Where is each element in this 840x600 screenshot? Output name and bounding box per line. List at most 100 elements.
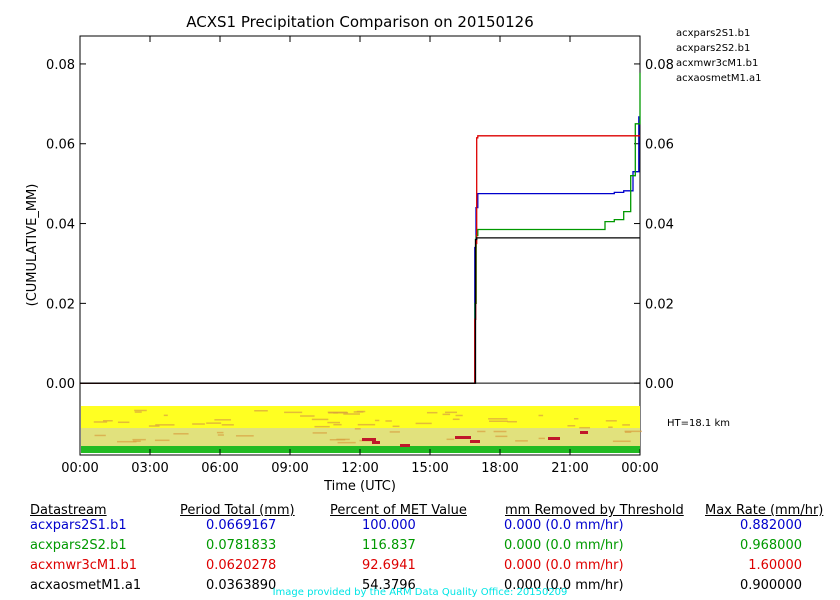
table-cell-removed: 0.000 (0.0 mm/hr)	[504, 518, 624, 533]
strip-speck	[300, 415, 315, 417]
strip-speck	[567, 425, 576, 427]
legend-item: acxpars2S2.b1	[676, 43, 750, 54]
y-tick-label: 0.08	[46, 58, 75, 73]
strip-speck	[446, 438, 455, 441]
table-cell-removed: 0.000 (0.0 mm/hr)	[504, 578, 624, 593]
table-cell-name: acxpars2S2.b1	[30, 538, 127, 553]
y-axis-label: (CUMULATIVE_MM)	[25, 184, 40, 307]
strip-echo	[400, 444, 410, 447]
strip-speck	[214, 419, 232, 421]
strip-speck	[488, 420, 508, 422]
y-tick-label: 0.02	[46, 297, 75, 312]
table-cell-removed: 0.000 (0.0 mm/hr)	[504, 538, 624, 553]
plot-frame	[79, 35, 641, 456]
strip-speck	[254, 410, 268, 412]
strip-speck	[206, 422, 222, 424]
table-cell-percent: 92.6941	[362, 558, 416, 573]
strip-speck	[311, 418, 329, 421]
strip-speck	[445, 411, 457, 414]
table-cell-max: 0.968000	[739, 538, 802, 553]
y-tick-label-right: 0.04	[645, 218, 674, 233]
legend: acxpars2S1.b1 acxpars2S2.b1 acxmwr3cM1.b1 a…	[676, 28, 761, 84]
strip-speck	[374, 419, 380, 422]
x-tick-label: 00:00	[621, 461, 658, 476]
table-header: mm Removed by Threshold	[505, 503, 684, 518]
series-line-acxpars2S2.b1	[80, 72, 641, 384]
strip-speck	[515, 440, 528, 442]
table-cell-total: 0.0669167	[206, 518, 277, 533]
strip-speck	[284, 411, 303, 414]
y-tick-label: 0.06	[46, 138, 75, 153]
strip-speck	[327, 411, 348, 414]
table-cell-max: 0.900000	[739, 578, 802, 593]
strip-speck	[385, 420, 392, 422]
strip-speck	[117, 421, 130, 424]
table-cell-name: acxpars2S1.b1	[30, 518, 127, 533]
strip-speck	[608, 426, 613, 428]
x-tick-label: 06:00	[201, 461, 238, 476]
table-cell-percent: 116.837	[362, 538, 416, 553]
table-cell-percent: 100.000	[362, 518, 416, 533]
table-header: Percent of MET Value	[330, 503, 467, 518]
strip-speck	[148, 425, 160, 427]
strip-speck	[134, 411, 142, 413]
legend-item: acxmwr3cM1.b1	[676, 58, 758, 69]
height-annotation: HT=18.1 km	[667, 418, 730, 429]
strip-speck	[314, 425, 330, 428]
series-lines	[80, 72, 641, 384]
strip-speck	[192, 423, 205, 425]
x-tick-label: 09:00	[271, 461, 308, 476]
strip-speck	[134, 409, 147, 412]
strip-speck	[154, 439, 170, 442]
strip-speck	[477, 430, 486, 433]
table-cell-name: acxmwr3cM1.b1	[30, 558, 138, 573]
strip-speck	[94, 434, 106, 437]
strip-speck	[343, 413, 360, 415]
strip-speck	[452, 418, 460, 421]
x-tick-label: 03:00	[131, 461, 168, 476]
x-axis-label: Time (UTC)	[323, 479, 396, 494]
table-header: Max Rate (mm/hr)	[705, 503, 824, 518]
strip-speck	[624, 430, 642, 433]
strip-speck	[624, 431, 632, 433]
table-cell-max: 1.60000	[748, 558, 802, 573]
strip-speck	[133, 440, 141, 442]
y-tick-label-right: 0.06	[645, 138, 674, 153]
strip-speck	[605, 420, 617, 422]
table-header: Period Total (mm)	[180, 503, 295, 518]
strip-speck	[353, 411, 364, 413]
y-tick-label: 0.00	[46, 377, 75, 392]
strip-speck	[415, 422, 432, 425]
strip-speck	[173, 433, 189, 435]
legend-item: acxaosmetM1.a1	[676, 73, 761, 84]
table-cell-name: acxaosmetM1.a1	[30, 578, 142, 593]
strip-speck	[93, 421, 108, 423]
legend-item: acxpars2S1.b1	[676, 28, 750, 39]
strip-echo	[455, 436, 471, 439]
x-tick-label: 21:00	[551, 461, 588, 476]
x-tick-label: 00:00	[61, 461, 98, 476]
credit-text: Image provided by the ARM Data Quality O…	[272, 587, 568, 598]
strip-speck	[493, 430, 507, 433]
strip-speck	[507, 420, 517, 423]
strip-speck	[392, 425, 400, 428]
strip-speck	[426, 411, 438, 414]
strip-speck	[573, 417, 579, 420]
strip-speck	[538, 437, 545, 440]
strip-speck	[455, 414, 463, 417]
y-tick-label-right: 0.00	[645, 377, 674, 392]
strip-speck	[221, 424, 234, 426]
table-cell-percent: 54.3796	[362, 578, 416, 593]
strip-speck	[163, 414, 168, 417]
strip-speck	[488, 418, 508, 420]
strip-speck	[579, 426, 591, 429]
strip-speck	[155, 424, 175, 426]
strip-speck	[216, 431, 224, 434]
strip-echo	[580, 431, 588, 434]
y-tick-label: 0.04	[46, 218, 75, 233]
strip-speck	[312, 432, 327, 434]
strip-speck	[117, 440, 137, 443]
strip-speck	[333, 423, 342, 426]
table-cell-total: 0.0363890	[206, 578, 277, 593]
